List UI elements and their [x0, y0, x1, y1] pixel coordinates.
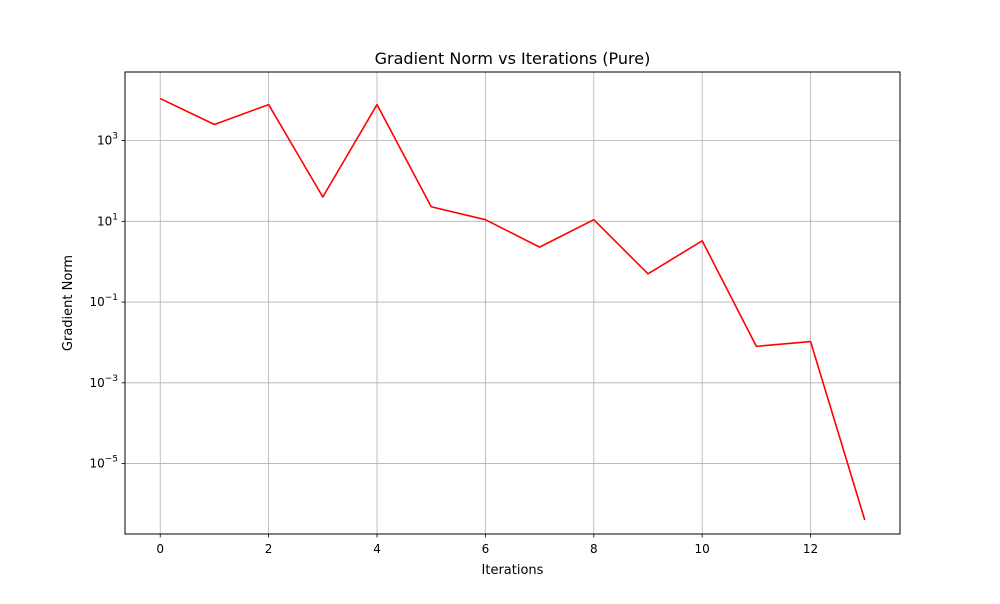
y-axis-ticks: 10−5 10−3 10−1 101 103 — [89, 132, 125, 471]
series-layer — [159, 97, 866, 521]
y-tick-label: 10−1 — [89, 293, 118, 309]
grid-lines — [125, 72, 900, 534]
x-tick-label: 10 — [695, 542, 710, 556]
y-tick-label: 101 — [97, 212, 118, 228]
chart-title: Gradient Norm vs Iterations (Pure) — [375, 49, 651, 68]
x-tick-label: 4 — [373, 542, 381, 556]
y-axis-label: Gradient Norm — [61, 255, 76, 351]
y-tick-label: 10−3 — [89, 374, 118, 390]
x-tick-label: 6 — [482, 542, 490, 556]
series-line — [159, 97, 866, 521]
x-axis-ticks: 0 2 4 6 8 10 12 — [156, 534, 818, 556]
x-tick-label: 0 — [156, 542, 164, 556]
x-tick-label: 2 — [265, 542, 273, 556]
plot-area-frame — [124, 71, 901, 535]
y-tick-label: 10−5 — [89, 455, 118, 471]
x-axis-label: Iterations — [482, 563, 544, 578]
x-tick-label: 12 — [803, 542, 818, 556]
y-tick-label: 103 — [97, 132, 118, 148]
x-tick-label: 8 — [590, 542, 598, 556]
